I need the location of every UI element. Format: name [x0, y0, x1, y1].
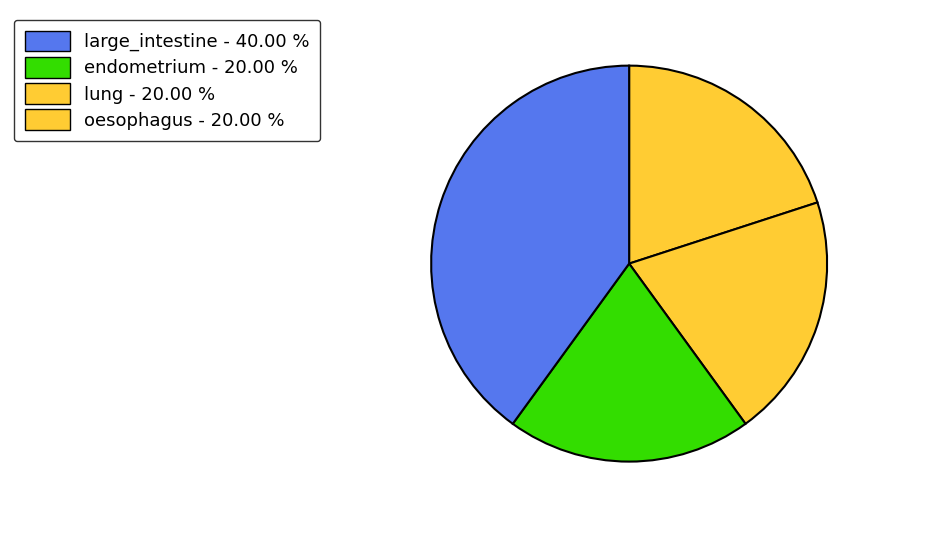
- Legend: large_intestine - 40.00 %, endometrium - 20.00 %, lung - 20.00 %, oesophagus - 2: large_intestine - 40.00 %, endometrium -…: [14, 20, 320, 141]
- Wedge shape: [629, 66, 818, 264]
- Wedge shape: [431, 66, 629, 424]
- Wedge shape: [513, 264, 746, 462]
- Wedge shape: [629, 202, 827, 424]
